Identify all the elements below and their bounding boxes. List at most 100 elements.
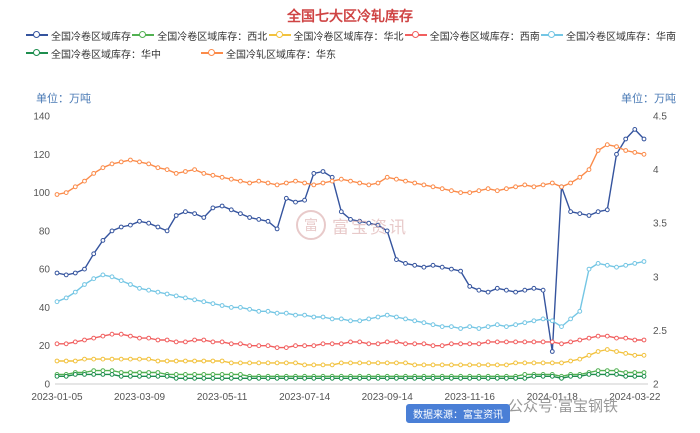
- data-point-huazhong: [219, 375, 225, 381]
- data-point-huazhong: [430, 375, 436, 381]
- data-point-national: [357, 218, 363, 224]
- legend-row-1: 全国冷卷区域库存 全国冷卷区域库存：西北 全国冷卷区域库存：华北 全国冷卷区域库…: [26, 26, 676, 44]
- data-point-huadong: [540, 182, 546, 188]
- legend-item-xinan[interactable]: 全国冷卷区域库存：西南: [404, 28, 540, 43]
- data-point-huabei: [559, 360, 564, 366]
- data-point-huabei: [201, 358, 207, 364]
- data-point-huazhong: [366, 375, 372, 381]
- data-point-huabei: [522, 360, 528, 366]
- data-point-national: [118, 224, 124, 230]
- data-point-xibei: [155, 370, 161, 375]
- right-axis-tick-label: 2: [653, 380, 659, 391]
- data-point-national: [128, 222, 133, 228]
- data-point-huadong: [109, 161, 115, 167]
- data-point-huadong: [403, 178, 408, 184]
- data-point-xinan: [329, 341, 335, 347]
- data-point-huabei: [513, 360, 518, 366]
- data-point-national: [201, 215, 207, 220]
- data-point-huazhong: [109, 372, 115, 377]
- data-point-xinan: [412, 341, 418, 347]
- left-axis-tick-label: 80: [39, 226, 51, 237]
- data-point-huanan: [155, 289, 161, 295]
- data-point-huadong: [348, 178, 353, 184]
- data-point-huadong: [155, 165, 161, 171]
- data-point-huadong: [311, 182, 317, 188]
- data-point-xinan: [293, 343, 298, 349]
- legend-item-huanan[interactable]: 全国冷卷区域库存：华南: [541, 28, 676, 43]
- data-point-xinan: [201, 337, 207, 343]
- data-point-huazhong: [329, 375, 335, 381]
- legend-marker-icon: [26, 48, 48, 58]
- data-point-xinan: [357, 339, 363, 345]
- data-point-huanan: [192, 297, 198, 303]
- data-point-xinan: [540, 339, 546, 345]
- data-point-national: [403, 261, 408, 266]
- data-point-national: [256, 217, 262, 222]
- data-point-huanan: [375, 314, 381, 320]
- data-point-huabei: [128, 356, 133, 362]
- data-point-xinan: [72, 339, 78, 345]
- data-point-huadong: [577, 174, 583, 180]
- legend-marker-icon: [268, 30, 291, 40]
- data-point-huanan: [146, 287, 152, 293]
- legend-item-huadong[interactable]: 全国冷轧区域库存：华东: [201, 46, 336, 61]
- legend-label: 全国冷卷区域库存：华北: [293, 31, 404, 43]
- data-point-xinan: [219, 339, 225, 345]
- data-point-huazhong: [485, 375, 491, 381]
- data-point-national: [439, 264, 445, 270]
- data-point-national: [586, 213, 592, 218]
- data-point-huadong: [595, 148, 601, 153]
- data-point-huadong: [504, 186, 509, 192]
- data-point-huadong: [476, 188, 482, 194]
- series-line-huadong: [56, 144, 645, 196]
- data-point-xinan: [210, 339, 216, 345]
- data-point-xinan: [54, 341, 60, 347]
- legend-item-xibei[interactable]: 全国冷卷区域库存：西北: [132, 28, 267, 43]
- legend-item-huabei[interactable]: 全国冷卷区域库存：华北: [268, 28, 404, 43]
- data-point-huanan: [311, 314, 317, 320]
- legend-item-national[interactable]: 全国冷卷区域库存: [26, 28, 131, 43]
- data-point-huabei: [265, 360, 271, 366]
- data-point-xinan: [265, 343, 271, 349]
- data-point-huabei: [549, 360, 555, 366]
- data-point-huanan: [228, 305, 234, 310]
- data-point-national: [109, 228, 115, 234]
- data-point-xinan: [522, 339, 528, 345]
- data-point-xinan: [338, 341, 344, 347]
- data-point-xinan: [118, 331, 124, 337]
- data-point-huanan: [586, 266, 592, 272]
- data-point-huazhong: [54, 373, 60, 379]
- data-point-huadong: [531, 184, 537, 190]
- data-point-national: [540, 287, 546, 293]
- data-point-xibei: [137, 370, 142, 375]
- data-point-huabei: [228, 360, 234, 366]
- data-point-huabei: [531, 360, 537, 366]
- left-axis-tick-label: 0: [44, 380, 50, 391]
- data-point-xinan: [109, 331, 115, 337]
- data-point-xibei: [632, 370, 638, 375]
- legend-label: 全国冷卷区域库存：西北: [157, 31, 268, 43]
- data-point-huanan: [641, 259, 647, 264]
- data-point-huabei: [283, 360, 289, 366]
- data-point-xibei: [228, 372, 234, 377]
- data-point-huabei: [494, 362, 500, 368]
- data-point-xinan: [430, 343, 436, 349]
- data-point-huanan: [283, 310, 289, 316]
- data-point-huazhong: [375, 375, 381, 381]
- data-point-national: [311, 171, 317, 176]
- legend-item-huazhong[interactable]: 全国冷卷区域库存：华中: [26, 46, 161, 61]
- left-axis-tick-label: 20: [39, 341, 51, 352]
- data-point-huazhong: [210, 375, 216, 381]
- legend-label: 全国冷卷区域库存：华中: [51, 49, 161, 61]
- data-point-huazhong: [164, 373, 170, 379]
- data-point-national: [513, 289, 518, 295]
- data-point-huanan: [577, 308, 583, 314]
- data-point-xinan: [311, 343, 317, 349]
- legend-row-2: 全国冷卷区域库存：华中 全国冷轧区域库存：华东: [26, 44, 676, 62]
- data-point-huanan: [348, 318, 353, 324]
- data-point-huadong: [210, 172, 216, 178]
- data-point-national: [412, 262, 418, 268]
- data-point-huanan: [476, 326, 482, 331]
- data-point-huabei: [458, 362, 464, 368]
- data-point-huanan: [632, 261, 638, 266]
